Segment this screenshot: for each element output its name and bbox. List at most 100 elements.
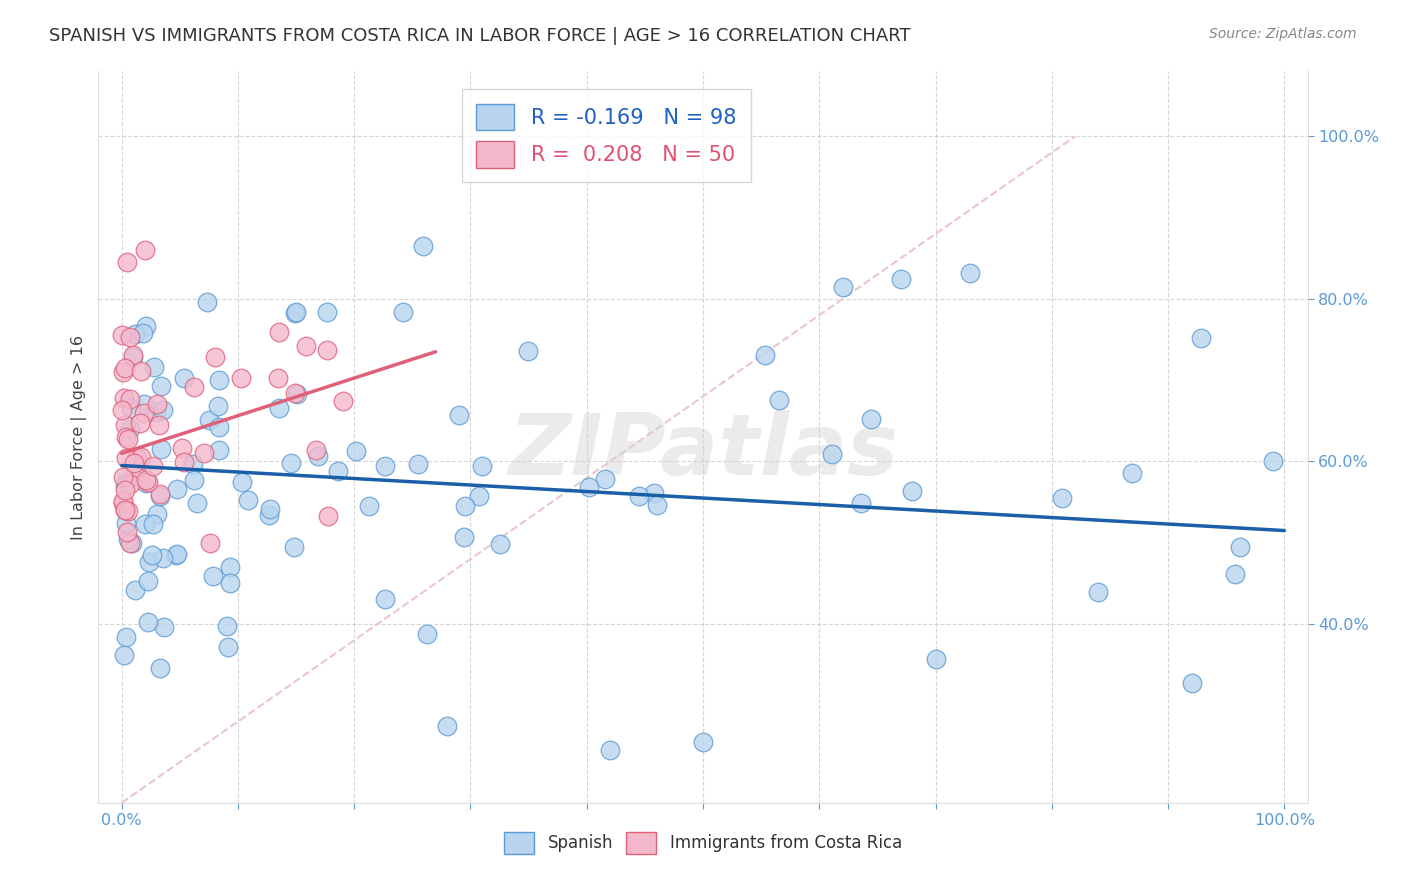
Point	[129, 450, 152, 465]
Point	[149, 661, 172, 675]
Point	[1261, 454, 1284, 468]
Point	[136, 574, 159, 588]
Point	[284, 386, 307, 401]
Point	[165, 548, 187, 562]
Point	[117, 255, 139, 269]
Point	[114, 503, 136, 517]
Point	[647, 498, 669, 512]
Point	[890, 271, 912, 285]
Point	[267, 371, 290, 385]
Point	[259, 502, 281, 516]
Point	[204, 350, 226, 364]
Point	[114, 483, 136, 497]
Point	[112, 496, 135, 510]
Point	[821, 447, 844, 461]
Point	[283, 541, 305, 555]
Point	[1087, 584, 1109, 599]
Point	[284, 306, 307, 320]
Point	[284, 304, 307, 318]
Point	[132, 326, 155, 340]
Point	[118, 330, 141, 344]
Point	[117, 524, 139, 539]
Point	[114, 479, 136, 493]
Point	[346, 444, 368, 458]
Point	[142, 458, 165, 473]
Point	[231, 475, 253, 489]
Point	[183, 457, 205, 471]
Text: ZIPatlas: ZIPatlas	[508, 410, 898, 493]
Point	[643, 485, 665, 500]
Point	[307, 449, 329, 463]
Point	[111, 365, 134, 379]
Point	[851, 495, 873, 509]
Point	[129, 364, 152, 378]
Text: SPANISH VS IMMIGRANTS FROM COSTA RICA IN LABOR FORCE | AGE > 16 CORRELATION CHAR: SPANISH VS IMMIGRANTS FROM COSTA RICA IN…	[49, 27, 911, 45]
Point	[148, 417, 170, 432]
Point	[768, 392, 790, 407]
Point	[208, 419, 231, 434]
Point	[142, 360, 165, 375]
Point	[115, 516, 138, 530]
Point	[599, 743, 621, 757]
Point	[120, 401, 142, 416]
Point	[208, 373, 231, 387]
Point	[122, 348, 145, 362]
Point	[136, 475, 159, 490]
Point	[135, 473, 157, 487]
Point	[195, 294, 218, 309]
Point	[149, 489, 172, 503]
Point	[112, 391, 135, 405]
Point	[593, 473, 616, 487]
Point	[374, 458, 396, 473]
Point	[135, 319, 157, 334]
Point	[136, 615, 159, 630]
Point	[115, 630, 138, 644]
Point	[1052, 491, 1074, 505]
Point	[117, 532, 139, 546]
Point	[112, 648, 135, 662]
Point	[1223, 566, 1246, 581]
Point	[186, 495, 208, 509]
Point	[412, 239, 434, 253]
Point	[193, 446, 215, 460]
Point	[198, 413, 221, 427]
Point	[134, 516, 156, 531]
Point	[831, 279, 853, 293]
Point	[578, 480, 600, 494]
Point	[860, 412, 883, 426]
Point	[142, 517, 165, 532]
Point	[152, 620, 174, 634]
Point	[124, 468, 146, 483]
Point	[326, 464, 349, 478]
Point	[114, 451, 136, 466]
Point	[146, 508, 169, 522]
Point	[269, 325, 291, 339]
Point	[447, 408, 470, 422]
Point	[315, 343, 337, 357]
Point	[118, 535, 141, 549]
Point	[295, 339, 318, 353]
Point	[357, 499, 380, 513]
Point	[489, 537, 512, 551]
Point	[117, 504, 139, 518]
Point	[173, 455, 195, 469]
Point	[129, 465, 152, 479]
Point	[391, 304, 413, 318]
Point	[215, 618, 238, 632]
Point	[1121, 466, 1143, 480]
Point	[114, 418, 136, 433]
Point	[124, 583, 146, 598]
Point	[416, 627, 439, 641]
Point	[280, 456, 302, 470]
Point	[132, 396, 155, 410]
Point	[408, 457, 430, 471]
Point	[305, 443, 328, 458]
Point	[135, 475, 157, 490]
Point	[141, 548, 163, 562]
Point	[145, 404, 167, 418]
Point	[208, 443, 231, 458]
Point	[122, 351, 145, 365]
Point	[117, 432, 139, 446]
Point	[166, 547, 188, 561]
Point	[173, 371, 195, 385]
